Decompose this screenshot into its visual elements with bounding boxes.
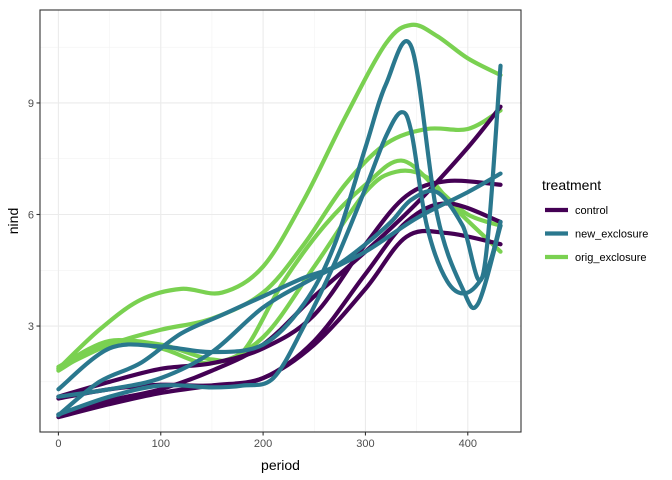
- x-tick-label: 0: [55, 438, 61, 450]
- series-line-new-exclosure: [56, 110, 503, 417]
- y-axis-title: nind: [5, 208, 21, 234]
- series-line-new-exclosure: [56, 171, 503, 399]
- y-tick-label: 3: [28, 321, 34, 333]
- x-axis-title: period: [261, 457, 300, 473]
- series-line-orig-exclosure: [56, 108, 503, 371]
- legend-label-orig-exclosure: orig_exclosure: [575, 252, 647, 264]
- grid-major: [40, 10, 521, 432]
- series-lines: [56, 22, 503, 420]
- legend-label-control: control: [575, 205, 608, 217]
- y-tick-label: 6: [28, 209, 34, 221]
- legend-label-new-exclosure: new_exclosure: [575, 229, 648, 241]
- series-line-orig-exclosure: [56, 22, 503, 371]
- series-line-control: [56, 178, 503, 399]
- x-tick-label: 200: [254, 438, 272, 450]
- x-tick-label: 400: [459, 438, 477, 450]
- x-tick-label: 100: [152, 438, 170, 450]
- y-axis-ticks: 3 6 9: [28, 98, 40, 333]
- x-axis-ticks: 0 100 200 300 400: [55, 432, 477, 450]
- legend: treatment control new_exclosure orig_exclo…: [542, 177, 648, 264]
- plot-border: [39, 9, 522, 433]
- plot-panel: [40, 10, 521, 432]
- series-line-new-exclosure: [56, 39, 503, 392]
- legend-title: treatment: [542, 177, 601, 193]
- x-tick-label: 300: [356, 438, 374, 450]
- y-tick-label: 9: [28, 98, 34, 110]
